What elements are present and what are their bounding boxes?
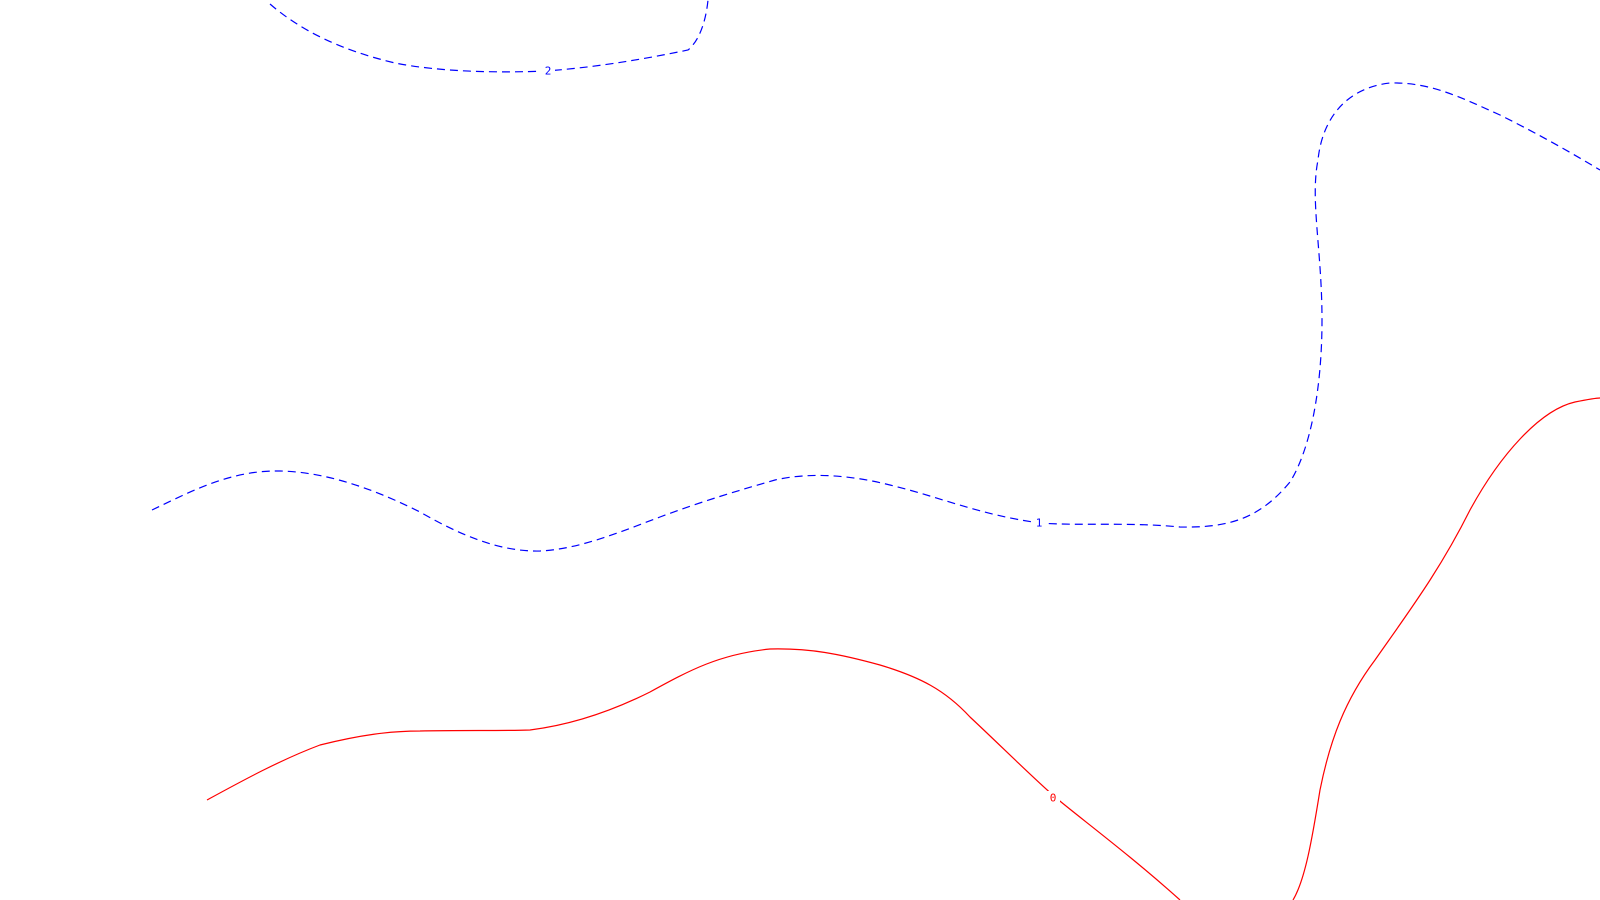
contour-label-level-1: 1 [1036,517,1043,530]
contour-label-bg-level-1 [1032,516,1046,530]
contour-label-bg-level-2 [541,64,555,78]
contour-line-level-2 [269,0,709,73]
contour-line-level-1 [151,82,1600,552]
contour-label-bg-level-0 [1046,791,1060,805]
contour-label-level-2: 2 [545,65,552,78]
contour-line-level-0-right [1292,397,1600,900]
contour-label-level-0: 0 [1050,792,1057,805]
contour-line-level-0-left [206,648,1181,900]
